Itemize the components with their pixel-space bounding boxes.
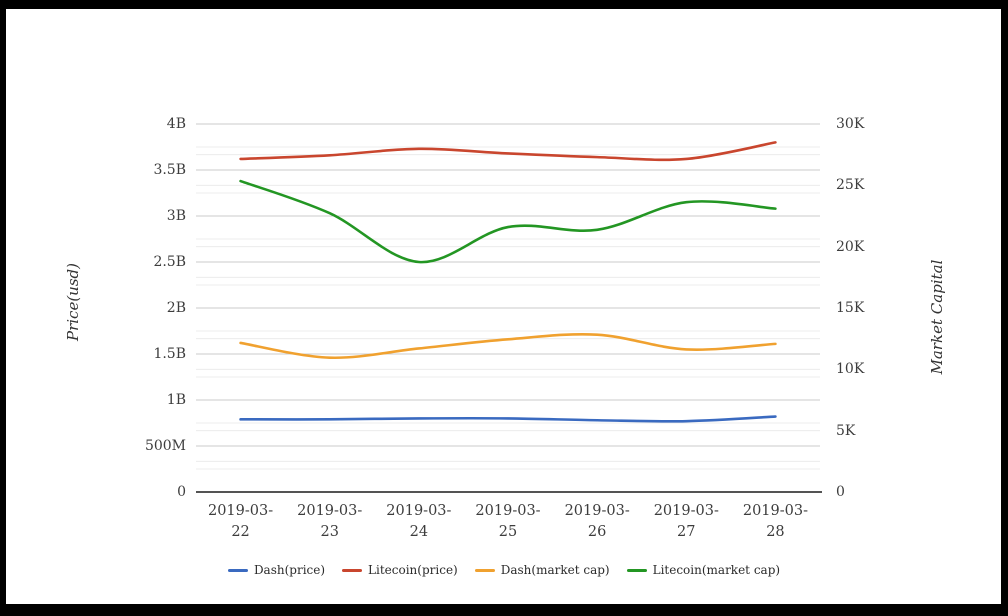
left-axis-tick: 3.5B bbox=[153, 162, 186, 178]
left-axis-title: Price(usd) bbox=[64, 263, 82, 342]
legend-item-litecoin-price[interactable]: Litecoin(price) bbox=[342, 563, 458, 577]
legend-swatch-icon bbox=[474, 568, 495, 572]
left-axis-tick: 4B bbox=[166, 116, 186, 132]
right-axis-title: Market Capital bbox=[928, 259, 946, 375]
right-axis-tick: 10K bbox=[836, 361, 865, 378]
left-axis-tick: 500M bbox=[144, 438, 186, 454]
series-line-litecoin-price bbox=[239, 141, 777, 162]
right-axis-tick: 5K bbox=[836, 422, 856, 439]
left-axis-tick: 2B bbox=[166, 300, 186, 316]
frame-border-bottom bbox=[0, 604, 1008, 616]
chart-legend: Dash(price) Litecoin(price) Dash(market ca… bbox=[0, 563, 1008, 577]
x-axis-label: 2019-03- 26 bbox=[564, 503, 630, 540]
legend-item-litecoin-market-cap[interactable]: Litecoin(market cap) bbox=[626, 563, 781, 577]
right-axis-tick: 15K bbox=[836, 300, 865, 316]
legend-item-dash-price[interactable]: Dash(price) bbox=[227, 563, 326, 577]
series-line-dash-market-cap bbox=[239, 332, 777, 360]
series-line-dash-price bbox=[239, 415, 777, 423]
left-axis-tick: 2.5B bbox=[153, 254, 186, 270]
legend-label: Dash(price) bbox=[253, 563, 326, 577]
x-axis-label: 2019-03- 24 bbox=[386, 503, 452, 540]
frame-border-top bbox=[0, 0, 1008, 9]
frame-border-left bbox=[0, 0, 6, 616]
x-axis-label: 2019-03- 25 bbox=[475, 503, 541, 540]
legend-label: Litecoin(market cap) bbox=[652, 563, 781, 577]
legend-item-dash-market-cap[interactable]: Dash(market cap) bbox=[474, 563, 610, 577]
left-axis-tick: 3B bbox=[166, 208, 186, 224]
x-axis-label: 2019-03- 28 bbox=[742, 503, 808, 540]
right-axis-tick: 30K bbox=[836, 116, 865, 132]
left-axis-tick: 0 bbox=[177, 484, 186, 500]
x-axis-label: 2019-03- 22 bbox=[207, 503, 274, 540]
right-axis-tick: 20K bbox=[836, 238, 865, 255]
legend-label: Dash(market cap) bbox=[500, 563, 610, 577]
legend-label: Litecoin(price) bbox=[368, 563, 458, 577]
x-axis-label: 2019-03- 23 bbox=[297, 503, 363, 540]
series-line-litecoin-market-cap bbox=[239, 179, 777, 264]
legend-swatch-icon bbox=[342, 568, 363, 572]
frame-border-right bbox=[1001, 0, 1008, 616]
left-axis-tick: 1B bbox=[166, 392, 186, 408]
right-axis-tick: 25K bbox=[836, 177, 865, 194]
legend-swatch-icon bbox=[227, 568, 248, 572]
x-axis-label: 2019-03- 27 bbox=[653, 503, 719, 540]
legend-swatch-icon bbox=[626, 568, 647, 572]
left-axis-tick: 1.5B bbox=[153, 346, 186, 362]
right-axis-tick: 0 bbox=[836, 484, 845, 500]
